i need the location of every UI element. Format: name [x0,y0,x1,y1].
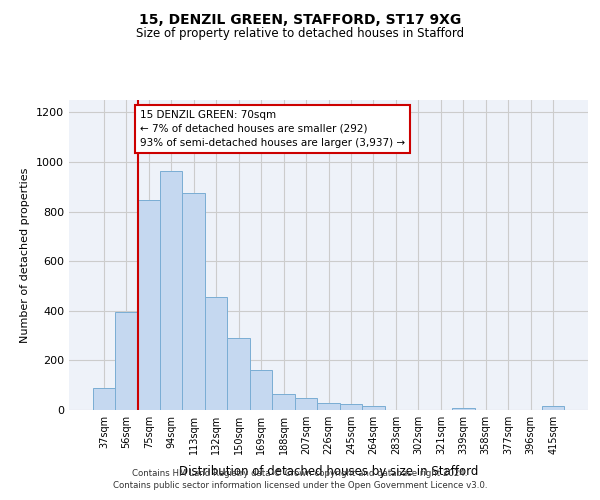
Bar [362,406,385,410]
Bar [182,193,205,410]
Bar [542,406,565,410]
Bar [137,200,160,410]
Bar [452,408,475,410]
Bar [92,388,115,410]
Text: Contains public sector information licensed under the Open Government Licence v3: Contains public sector information licen… [113,481,487,490]
Bar [340,404,362,410]
Bar [317,402,340,410]
X-axis label: Distribution of detached houses by size in Stafford: Distribution of detached houses by size … [179,466,478,478]
Bar [250,370,272,410]
Bar [205,297,227,410]
Bar [115,312,137,410]
Y-axis label: Number of detached properties: Number of detached properties [20,168,31,342]
Bar [272,394,295,410]
Text: Contains HM Land Registry data © Crown copyright and database right 2024.: Contains HM Land Registry data © Crown c… [132,468,468,477]
Bar [160,170,182,410]
Text: Size of property relative to detached houses in Stafford: Size of property relative to detached ho… [136,28,464,40]
Bar [227,338,250,410]
Bar [295,398,317,410]
Text: 15, DENZIL GREEN, STAFFORD, ST17 9XG: 15, DENZIL GREEN, STAFFORD, ST17 9XG [139,12,461,26]
Text: 15 DENZIL GREEN: 70sqm
← 7% of detached houses are smaller (292)
93% of semi-det: 15 DENZIL GREEN: 70sqm ← 7% of detached … [140,110,405,148]
